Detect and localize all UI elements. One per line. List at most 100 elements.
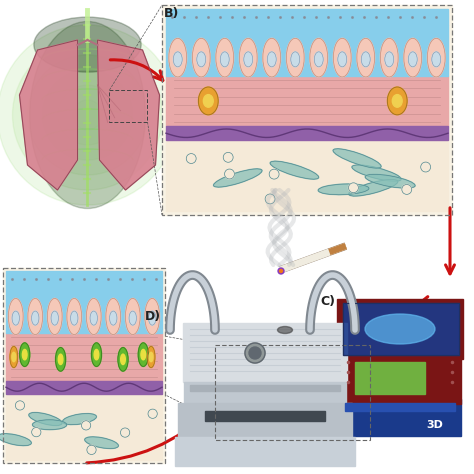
- Ellipse shape: [192, 38, 210, 77]
- Ellipse shape: [199, 87, 218, 115]
- Bar: [166, 76, 448, 126]
- Ellipse shape: [352, 165, 401, 181]
- Ellipse shape: [169, 38, 187, 77]
- Ellipse shape: [32, 420, 67, 430]
- Text: 3D: 3D: [427, 420, 444, 430]
- Ellipse shape: [58, 354, 63, 365]
- Circle shape: [43, 70, 133, 160]
- Bar: [6, 394, 162, 460]
- Ellipse shape: [267, 52, 276, 67]
- Circle shape: [186, 154, 196, 164]
- Circle shape: [225, 169, 235, 179]
- Ellipse shape: [408, 52, 417, 67]
- Ellipse shape: [220, 52, 229, 67]
- Circle shape: [421, 162, 430, 172]
- Circle shape: [265, 194, 275, 204]
- Bar: [3, 268, 165, 463]
- Circle shape: [348, 183, 358, 193]
- Ellipse shape: [145, 299, 160, 335]
- Ellipse shape: [277, 327, 292, 334]
- Ellipse shape: [71, 311, 78, 325]
- Ellipse shape: [106, 299, 120, 335]
- Ellipse shape: [91, 343, 101, 366]
- Bar: [215, 345, 370, 440]
- Ellipse shape: [149, 352, 153, 362]
- Ellipse shape: [147, 346, 155, 368]
- Bar: [166, 25, 448, 76]
- Bar: [190, 385, 340, 391]
- Ellipse shape: [12, 352, 16, 362]
- Circle shape: [120, 428, 130, 437]
- Ellipse shape: [291, 52, 300, 67]
- FancyBboxPatch shape: [337, 299, 463, 359]
- Circle shape: [269, 169, 279, 179]
- Ellipse shape: [90, 311, 98, 325]
- Bar: [166, 9, 448, 25]
- Ellipse shape: [29, 412, 62, 426]
- Ellipse shape: [86, 299, 101, 335]
- Ellipse shape: [51, 311, 58, 325]
- Polygon shape: [98, 40, 159, 190]
- Ellipse shape: [333, 149, 381, 168]
- Ellipse shape: [263, 38, 281, 77]
- Circle shape: [280, 270, 283, 273]
- Ellipse shape: [357, 38, 374, 77]
- Ellipse shape: [30, 21, 145, 209]
- Circle shape: [223, 152, 233, 162]
- Bar: [6, 286, 162, 333]
- Circle shape: [82, 421, 91, 430]
- Circle shape: [12, 40, 163, 190]
- Ellipse shape: [365, 314, 435, 344]
- Circle shape: [0, 25, 177, 205]
- Circle shape: [402, 184, 412, 194]
- Bar: [205, 411, 325, 421]
- Ellipse shape: [244, 52, 253, 67]
- Bar: [345, 403, 455, 411]
- Ellipse shape: [314, 52, 323, 67]
- Ellipse shape: [349, 180, 398, 196]
- Ellipse shape: [121, 354, 125, 365]
- Bar: [162, 5, 452, 215]
- Ellipse shape: [361, 52, 370, 67]
- Ellipse shape: [9, 299, 23, 335]
- Ellipse shape: [138, 343, 148, 366]
- Ellipse shape: [32, 311, 39, 325]
- Ellipse shape: [47, 299, 62, 335]
- Bar: [6, 333, 162, 381]
- Ellipse shape: [67, 299, 82, 335]
- Polygon shape: [19, 40, 78, 190]
- Ellipse shape: [34, 17, 141, 72]
- Bar: [343, 303, 459, 355]
- Circle shape: [87, 445, 96, 455]
- FancyBboxPatch shape: [184, 382, 346, 402]
- Ellipse shape: [333, 38, 351, 77]
- Ellipse shape: [28, 299, 43, 335]
- FancyBboxPatch shape: [183, 323, 347, 382]
- Circle shape: [32, 428, 41, 437]
- Ellipse shape: [94, 349, 99, 360]
- Bar: [162, 5, 452, 215]
- Bar: [6, 271, 162, 286]
- Ellipse shape: [141, 349, 146, 360]
- FancyBboxPatch shape: [178, 403, 352, 437]
- Text: B): B): [164, 7, 179, 20]
- Ellipse shape: [239, 38, 257, 77]
- FancyBboxPatch shape: [175, 437, 355, 466]
- Circle shape: [27, 55, 147, 175]
- Ellipse shape: [22, 349, 27, 360]
- Ellipse shape: [118, 347, 128, 371]
- Bar: [6, 381, 162, 394]
- Ellipse shape: [213, 169, 262, 187]
- Ellipse shape: [12, 311, 19, 325]
- Bar: [3, 268, 165, 463]
- Ellipse shape: [10, 346, 18, 368]
- Circle shape: [148, 409, 157, 419]
- Circle shape: [15, 401, 25, 410]
- Ellipse shape: [318, 184, 369, 195]
- Circle shape: [278, 268, 284, 274]
- Ellipse shape: [338, 52, 346, 67]
- Ellipse shape: [387, 87, 407, 115]
- Ellipse shape: [0, 434, 31, 446]
- Ellipse shape: [197, 52, 206, 67]
- Ellipse shape: [404, 38, 422, 77]
